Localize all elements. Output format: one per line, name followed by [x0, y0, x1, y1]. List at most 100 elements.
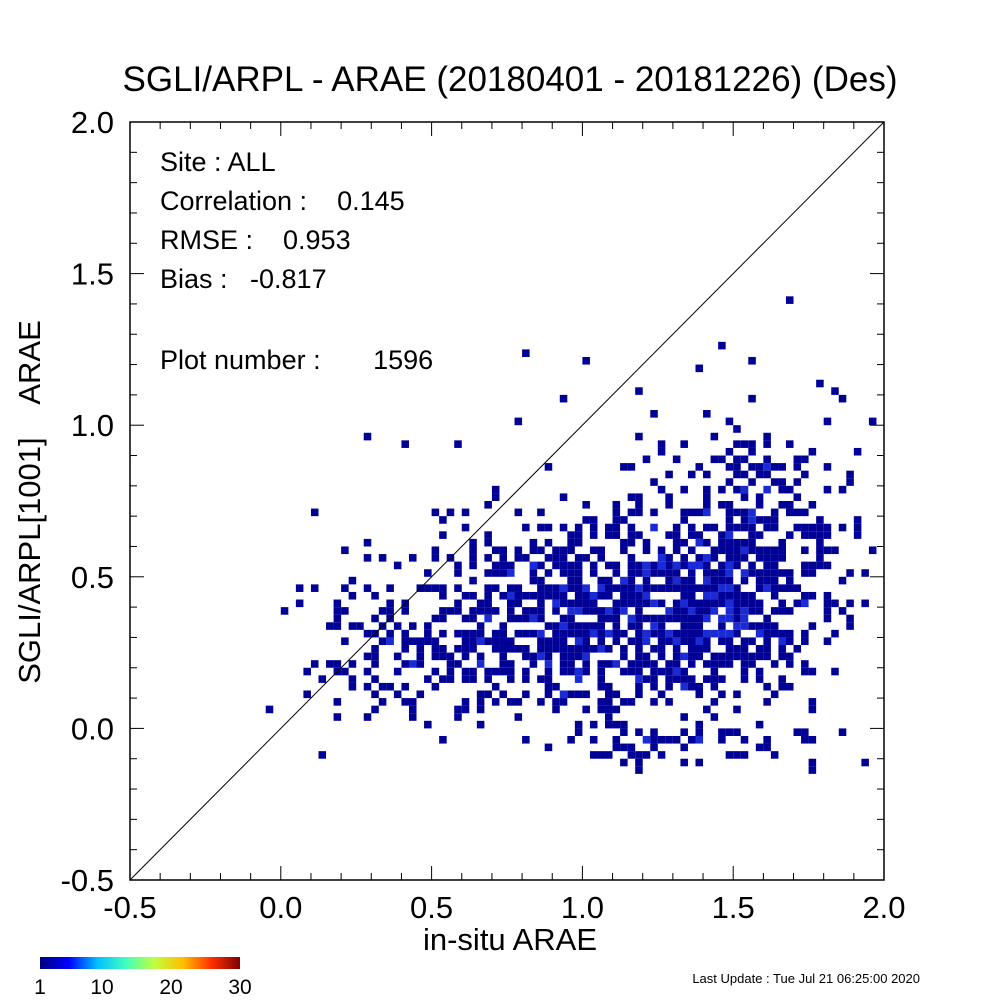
density-cell: [718, 622, 726, 630]
density-cell: [605, 713, 613, 721]
density-cell: [763, 455, 771, 464]
density-cell: [770, 690, 779, 699]
density-cell: [522, 607, 530, 615]
density-cell: [439, 629, 447, 638]
density-cell: [544, 660, 553, 668]
density-cell: [823, 599, 832, 608]
density-cell: [589, 751, 598, 759]
density-cell: [544, 591, 553, 600]
density-cell: [605, 523, 613, 532]
density-cell: [748, 516, 756, 524]
y-tick-label: 2.0: [71, 105, 114, 140]
density-cell: [612, 607, 621, 615]
density-cell: [770, 546, 779, 555]
density-cell: [763, 561, 771, 570]
density-cell: [514, 629, 523, 638]
density-cell: [785, 508, 794, 517]
density-cell: [733, 485, 741, 494]
density-cell: [552, 591, 560, 600]
density-cell: [846, 599, 854, 608]
density-cell: [612, 720, 621, 729]
density-cell: [657, 652, 666, 661]
density-cell: [687, 584, 696, 592]
density-cell: [672, 614, 681, 623]
density-cell: [393, 690, 402, 699]
density-cell: [378, 637, 387, 646]
density-cell: [567, 607, 575, 615]
density-cell: [665, 531, 673, 539]
density-cell: [785, 576, 794, 585]
density-cell: [665, 660, 673, 668]
density-cell: [333, 607, 342, 615]
density-cell: [703, 599, 711, 608]
density-cell: [725, 637, 734, 646]
density-cell: [650, 569, 658, 577]
density-cell: [620, 546, 628, 555]
density-cell: [537, 645, 545, 653]
density-cell: [748, 508, 756, 517]
density-cell: [454, 660, 462, 668]
density-cell: [544, 690, 553, 699]
density-cell: [778, 478, 786, 486]
density-cell: [861, 599, 869, 608]
density-cell: [574, 652, 583, 661]
density-cell: [725, 569, 734, 577]
density-cell: [461, 652, 470, 661]
density-cell: [733, 561, 741, 570]
density-cell: [476, 622, 485, 630]
density-cell: [793, 523, 802, 532]
density-cell: [793, 463, 802, 471]
density-cell: [748, 538, 756, 547]
density-cell: [642, 660, 651, 668]
density-cell: [537, 523, 545, 532]
density-cell: [431, 584, 440, 592]
density-cell: [574, 622, 583, 630]
density-cell: [454, 713, 462, 721]
density-cell: [695, 364, 704, 373]
density-cell: [853, 447, 862, 456]
density-cell: [808, 523, 817, 532]
density-cell: [650, 622, 658, 630]
density-cell: [537, 584, 545, 592]
density-cell: [567, 622, 575, 630]
stat-plot-number: Plot number : 1596: [160, 345, 433, 375]
density-cell: [846, 614, 854, 623]
density-cell: [627, 751, 636, 759]
density-cell: [303, 690, 311, 699]
stat-correlation: Correlation : 0.145: [160, 186, 405, 216]
density-cell: [341, 584, 349, 592]
density-cell: [703, 584, 711, 592]
density-cell: [416, 637, 425, 646]
density-cell: [740, 554, 749, 562]
density-cell: [431, 508, 440, 517]
density-cell: [469, 576, 477, 585]
density-cell: [672, 735, 681, 744]
density-cell: [514, 417, 523, 426]
density-cell: [627, 508, 636, 517]
density-cell: [687, 470, 696, 479]
density-cell: [718, 576, 726, 585]
density-cell: [635, 607, 643, 615]
density-cell: [763, 470, 771, 479]
density-cell: [597, 667, 606, 676]
density-cell: [574, 576, 583, 585]
density-cell: [537, 675, 545, 683]
density-cell: [695, 599, 704, 608]
density-cell: [733, 607, 741, 615]
y-tick-label: 1.0: [71, 408, 114, 443]
density-cell: [574, 561, 583, 570]
y-tick-label: 0.5: [71, 560, 114, 595]
stat-rmse: RMSE : 0.953: [160, 225, 351, 255]
density-cell: [446, 675, 455, 683]
density-cell: [778, 538, 786, 547]
density-cell: [725, 554, 734, 562]
density-cell: [853, 531, 862, 539]
density-cell: [763, 652, 771, 661]
density-cell: [650, 667, 658, 676]
density-cell: [823, 591, 832, 600]
density-cell: [703, 538, 711, 547]
density-cell: [522, 349, 530, 357]
density-cell: [740, 523, 749, 532]
density-cell: [401, 645, 409, 653]
density-cell: [559, 569, 568, 577]
